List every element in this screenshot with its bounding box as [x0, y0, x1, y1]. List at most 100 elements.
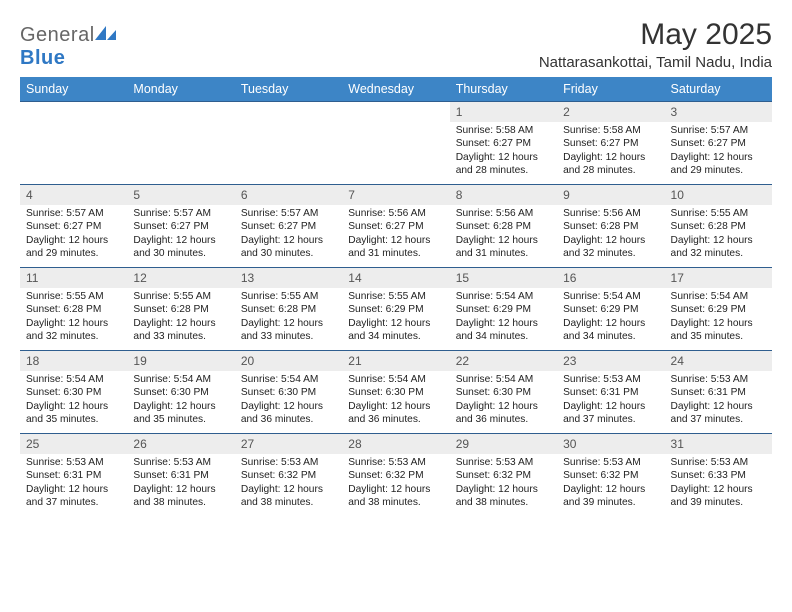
- header: GeneralBlue May 2025 Nattarasankottai, T…: [20, 18, 772, 71]
- sunset-text: Sunset: 6:29 PM: [348, 303, 443, 316]
- sunrise-text: Sunrise: 5:54 AM: [456, 290, 551, 303]
- day-details: Sunrise: 5:53 AMSunset: 6:31 PMDaylight:…: [665, 371, 772, 433]
- calendar-cell: 18Sunrise: 5:54 AMSunset: 6:30 PMDayligh…: [20, 351, 127, 434]
- day-details: Sunrise: 5:58 AMSunset: 6:27 PMDaylight:…: [557, 122, 664, 184]
- day-details: Sunrise: 5:58 AMSunset: 6:27 PMDaylight:…: [450, 122, 557, 184]
- day-details: Sunrise: 5:53 AMSunset: 6:31 PMDaylight:…: [557, 371, 664, 433]
- day-number: 25: [20, 434, 127, 454]
- sunrise-text: Sunrise: 5:53 AM: [563, 373, 658, 386]
- sunrise-text: Sunrise: 5:55 AM: [671, 207, 766, 220]
- sunrise-text: Sunrise: 5:57 AM: [671, 124, 766, 137]
- day-details: Sunrise: 5:57 AMSunset: 6:27 PMDaylight:…: [665, 122, 772, 184]
- daylight-text: Daylight: 12 hours and 38 minutes.: [348, 483, 443, 510]
- calendar-cell: 8Sunrise: 5:56 AMSunset: 6:28 PMDaylight…: [450, 185, 557, 268]
- weekday-heading: Thursday: [450, 77, 557, 102]
- day-number: 13: [235, 268, 342, 288]
- calendar-cell: [127, 102, 234, 185]
- calendar-cell: 3Sunrise: 5:57 AMSunset: 6:27 PMDaylight…: [665, 102, 772, 185]
- day-details: Sunrise: 5:54 AMSunset: 6:29 PMDaylight:…: [665, 288, 772, 350]
- calendar-row: 25Sunrise: 5:53 AMSunset: 6:31 PMDayligh…: [20, 434, 772, 517]
- daylight-text: Daylight: 12 hours and 34 minutes.: [348, 317, 443, 344]
- calendar-cell: 12Sunrise: 5:55 AMSunset: 6:28 PMDayligh…: [127, 268, 234, 351]
- day-number: 27: [235, 434, 342, 454]
- calendar-cell: 21Sunrise: 5:54 AMSunset: 6:30 PMDayligh…: [342, 351, 449, 434]
- daylight-text: Daylight: 12 hours and 37 minutes.: [563, 400, 658, 427]
- calendar-cell: 23Sunrise: 5:53 AMSunset: 6:31 PMDayligh…: [557, 351, 664, 434]
- day-details: Sunrise: 5:53 AMSunset: 6:31 PMDaylight:…: [127, 454, 234, 516]
- day-number: 14: [342, 268, 449, 288]
- sunrise-text: Sunrise: 5:54 AM: [348, 373, 443, 386]
- calendar-row: 4Sunrise: 5:57 AMSunset: 6:27 PMDaylight…: [20, 185, 772, 268]
- day-number: 4: [20, 185, 127, 205]
- daylight-text: Daylight: 12 hours and 35 minutes.: [133, 400, 228, 427]
- daylight-text: Daylight: 12 hours and 38 minutes.: [133, 483, 228, 510]
- daylight-text: Daylight: 12 hours and 38 minutes.: [241, 483, 336, 510]
- day-number: 30: [557, 434, 664, 454]
- calendar-cell: 4Sunrise: 5:57 AMSunset: 6:27 PMDaylight…: [20, 185, 127, 268]
- sunrise-text: Sunrise: 5:57 AM: [133, 207, 228, 220]
- sunset-text: Sunset: 6:27 PM: [26, 220, 121, 233]
- month-title: May 2025: [539, 18, 772, 52]
- calendar-row: 1Sunrise: 5:58 AMSunset: 6:27 PMDaylight…: [20, 102, 772, 185]
- brand-part2: Blue: [20, 47, 65, 69]
- sunset-text: Sunset: 6:28 PM: [671, 220, 766, 233]
- day-details: [127, 108, 234, 170]
- day-details: Sunrise: 5:53 AMSunset: 6:32 PMDaylight:…: [450, 454, 557, 516]
- sunset-text: Sunset: 6:28 PM: [26, 303, 121, 316]
- daylight-text: Daylight: 12 hours and 29 minutes.: [671, 151, 766, 178]
- day-details: Sunrise: 5:55 AMSunset: 6:28 PMDaylight:…: [665, 205, 772, 267]
- day-details: Sunrise: 5:53 AMSunset: 6:32 PMDaylight:…: [342, 454, 449, 516]
- sunset-text: Sunset: 6:32 PM: [563, 469, 658, 482]
- sunrise-text: Sunrise: 5:54 AM: [241, 373, 336, 386]
- weekday-heading: Sunday: [20, 77, 127, 102]
- day-number: 8: [450, 185, 557, 205]
- weekday-heading: Friday: [557, 77, 664, 102]
- day-number: 21: [342, 351, 449, 371]
- brand-logo: GeneralBlue: [20, 18, 117, 70]
- day-number: 10: [665, 185, 772, 205]
- day-details: Sunrise: 5:54 AMSunset: 6:30 PMDaylight:…: [342, 371, 449, 433]
- day-details: Sunrise: 5:55 AMSunset: 6:28 PMDaylight:…: [20, 288, 127, 350]
- day-number: 1: [450, 102, 557, 122]
- day-number: 5: [127, 185, 234, 205]
- sunset-text: Sunset: 6:28 PM: [241, 303, 336, 316]
- sunset-text: Sunset: 6:27 PM: [348, 220, 443, 233]
- daylight-text: Daylight: 12 hours and 32 minutes.: [671, 234, 766, 261]
- sunset-text: Sunset: 6:27 PM: [456, 137, 551, 150]
- calendar-table: Sunday Monday Tuesday Wednesday Thursday…: [20, 77, 772, 516]
- sunrise-text: Sunrise: 5:55 AM: [133, 290, 228, 303]
- sunset-text: Sunset: 6:29 PM: [563, 303, 658, 316]
- day-details: [235, 108, 342, 170]
- sunrise-text: Sunrise: 5:58 AM: [456, 124, 551, 137]
- daylight-text: Daylight: 12 hours and 35 minutes.: [671, 317, 766, 344]
- day-details: Sunrise: 5:57 AMSunset: 6:27 PMDaylight:…: [235, 205, 342, 267]
- daylight-text: Daylight: 12 hours and 34 minutes.: [563, 317, 658, 344]
- day-number: 19: [127, 351, 234, 371]
- sunrise-text: Sunrise: 5:56 AM: [456, 207, 551, 220]
- sunrise-text: Sunrise: 5:54 AM: [456, 373, 551, 386]
- sunrise-text: Sunrise: 5:57 AM: [241, 207, 336, 220]
- daylight-text: Daylight: 12 hours and 29 minutes.: [26, 234, 121, 261]
- calendar-cell: 11Sunrise: 5:55 AMSunset: 6:28 PMDayligh…: [20, 268, 127, 351]
- day-details: Sunrise: 5:57 AMSunset: 6:27 PMDaylight:…: [127, 205, 234, 267]
- calendar-cell: 1Sunrise: 5:58 AMSunset: 6:27 PMDaylight…: [450, 102, 557, 185]
- sunset-text: Sunset: 6:32 PM: [456, 469, 551, 482]
- calendar-head: Sunday Monday Tuesday Wednesday Thursday…: [20, 77, 772, 102]
- daylight-text: Daylight: 12 hours and 28 minutes.: [456, 151, 551, 178]
- sunset-text: Sunset: 6:32 PM: [348, 469, 443, 482]
- sunrise-text: Sunrise: 5:53 AM: [563, 456, 658, 469]
- daylight-text: Daylight: 12 hours and 37 minutes.: [671, 400, 766, 427]
- calendar-cell: 24Sunrise: 5:53 AMSunset: 6:31 PMDayligh…: [665, 351, 772, 434]
- day-number: 12: [127, 268, 234, 288]
- day-details: Sunrise: 5:54 AMSunset: 6:30 PMDaylight:…: [235, 371, 342, 433]
- sunset-text: Sunset: 6:33 PM: [671, 469, 766, 482]
- sunset-text: Sunset: 6:29 PM: [456, 303, 551, 316]
- calendar-cell: [342, 102, 449, 185]
- sunrise-text: Sunrise: 5:58 AM: [563, 124, 658, 137]
- brand-part1: General: [20, 24, 95, 46]
- brand-text: GeneralBlue: [20, 24, 117, 70]
- calendar-row: 18Sunrise: 5:54 AMSunset: 6:30 PMDayligh…: [20, 351, 772, 434]
- daylight-text: Daylight: 12 hours and 32 minutes.: [26, 317, 121, 344]
- sunset-text: Sunset: 6:30 PM: [456, 386, 551, 399]
- calendar-cell: [20, 102, 127, 185]
